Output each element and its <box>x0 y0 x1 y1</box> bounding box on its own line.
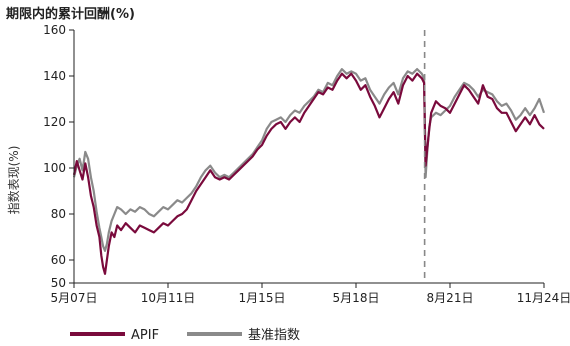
x-tick-label: 10月11日 <box>141 291 196 305</box>
series-line-benchmark <box>72 68 546 252</box>
y-tick-label: 100 <box>43 161 66 175</box>
x-tick-label: 11月24日 <box>517 291 570 305</box>
x-tick-label: 8月21日 <box>427 291 474 305</box>
tick-labels: 50 60 80 100 120 140 160 5月07日 10月11日 1月15日 5月18日 8… <box>43 23 570 305</box>
y-tick-label: 160 <box>43 23 66 37</box>
legend-label-apif: APIF <box>131 328 159 343</box>
series-lines <box>72 68 546 275</box>
series-line-apif <box>72 72 545 275</box>
y-tick-label: 120 <box>43 115 66 129</box>
chart-title: 期限内的累计回酬(%) <box>6 7 135 22</box>
y-tick-label: 140 <box>43 69 66 83</box>
x-tick-label: 1月15日 <box>239 291 286 305</box>
legend-label-benchmark: 基准指数 <box>248 328 300 343</box>
y-tick-label: 50 <box>51 276 66 290</box>
x-tick-label: 5月18日 <box>333 291 380 305</box>
y-tick-label: 60 <box>51 253 66 267</box>
axes <box>69 29 545 288</box>
x-tick-label: 5月07日 <box>51 291 98 305</box>
y-tick-label: 80 <box>51 207 66 221</box>
y-axis-label: 指数表现(%) <box>6 146 21 215</box>
legend: APIF 基准指数 <box>70 328 300 343</box>
